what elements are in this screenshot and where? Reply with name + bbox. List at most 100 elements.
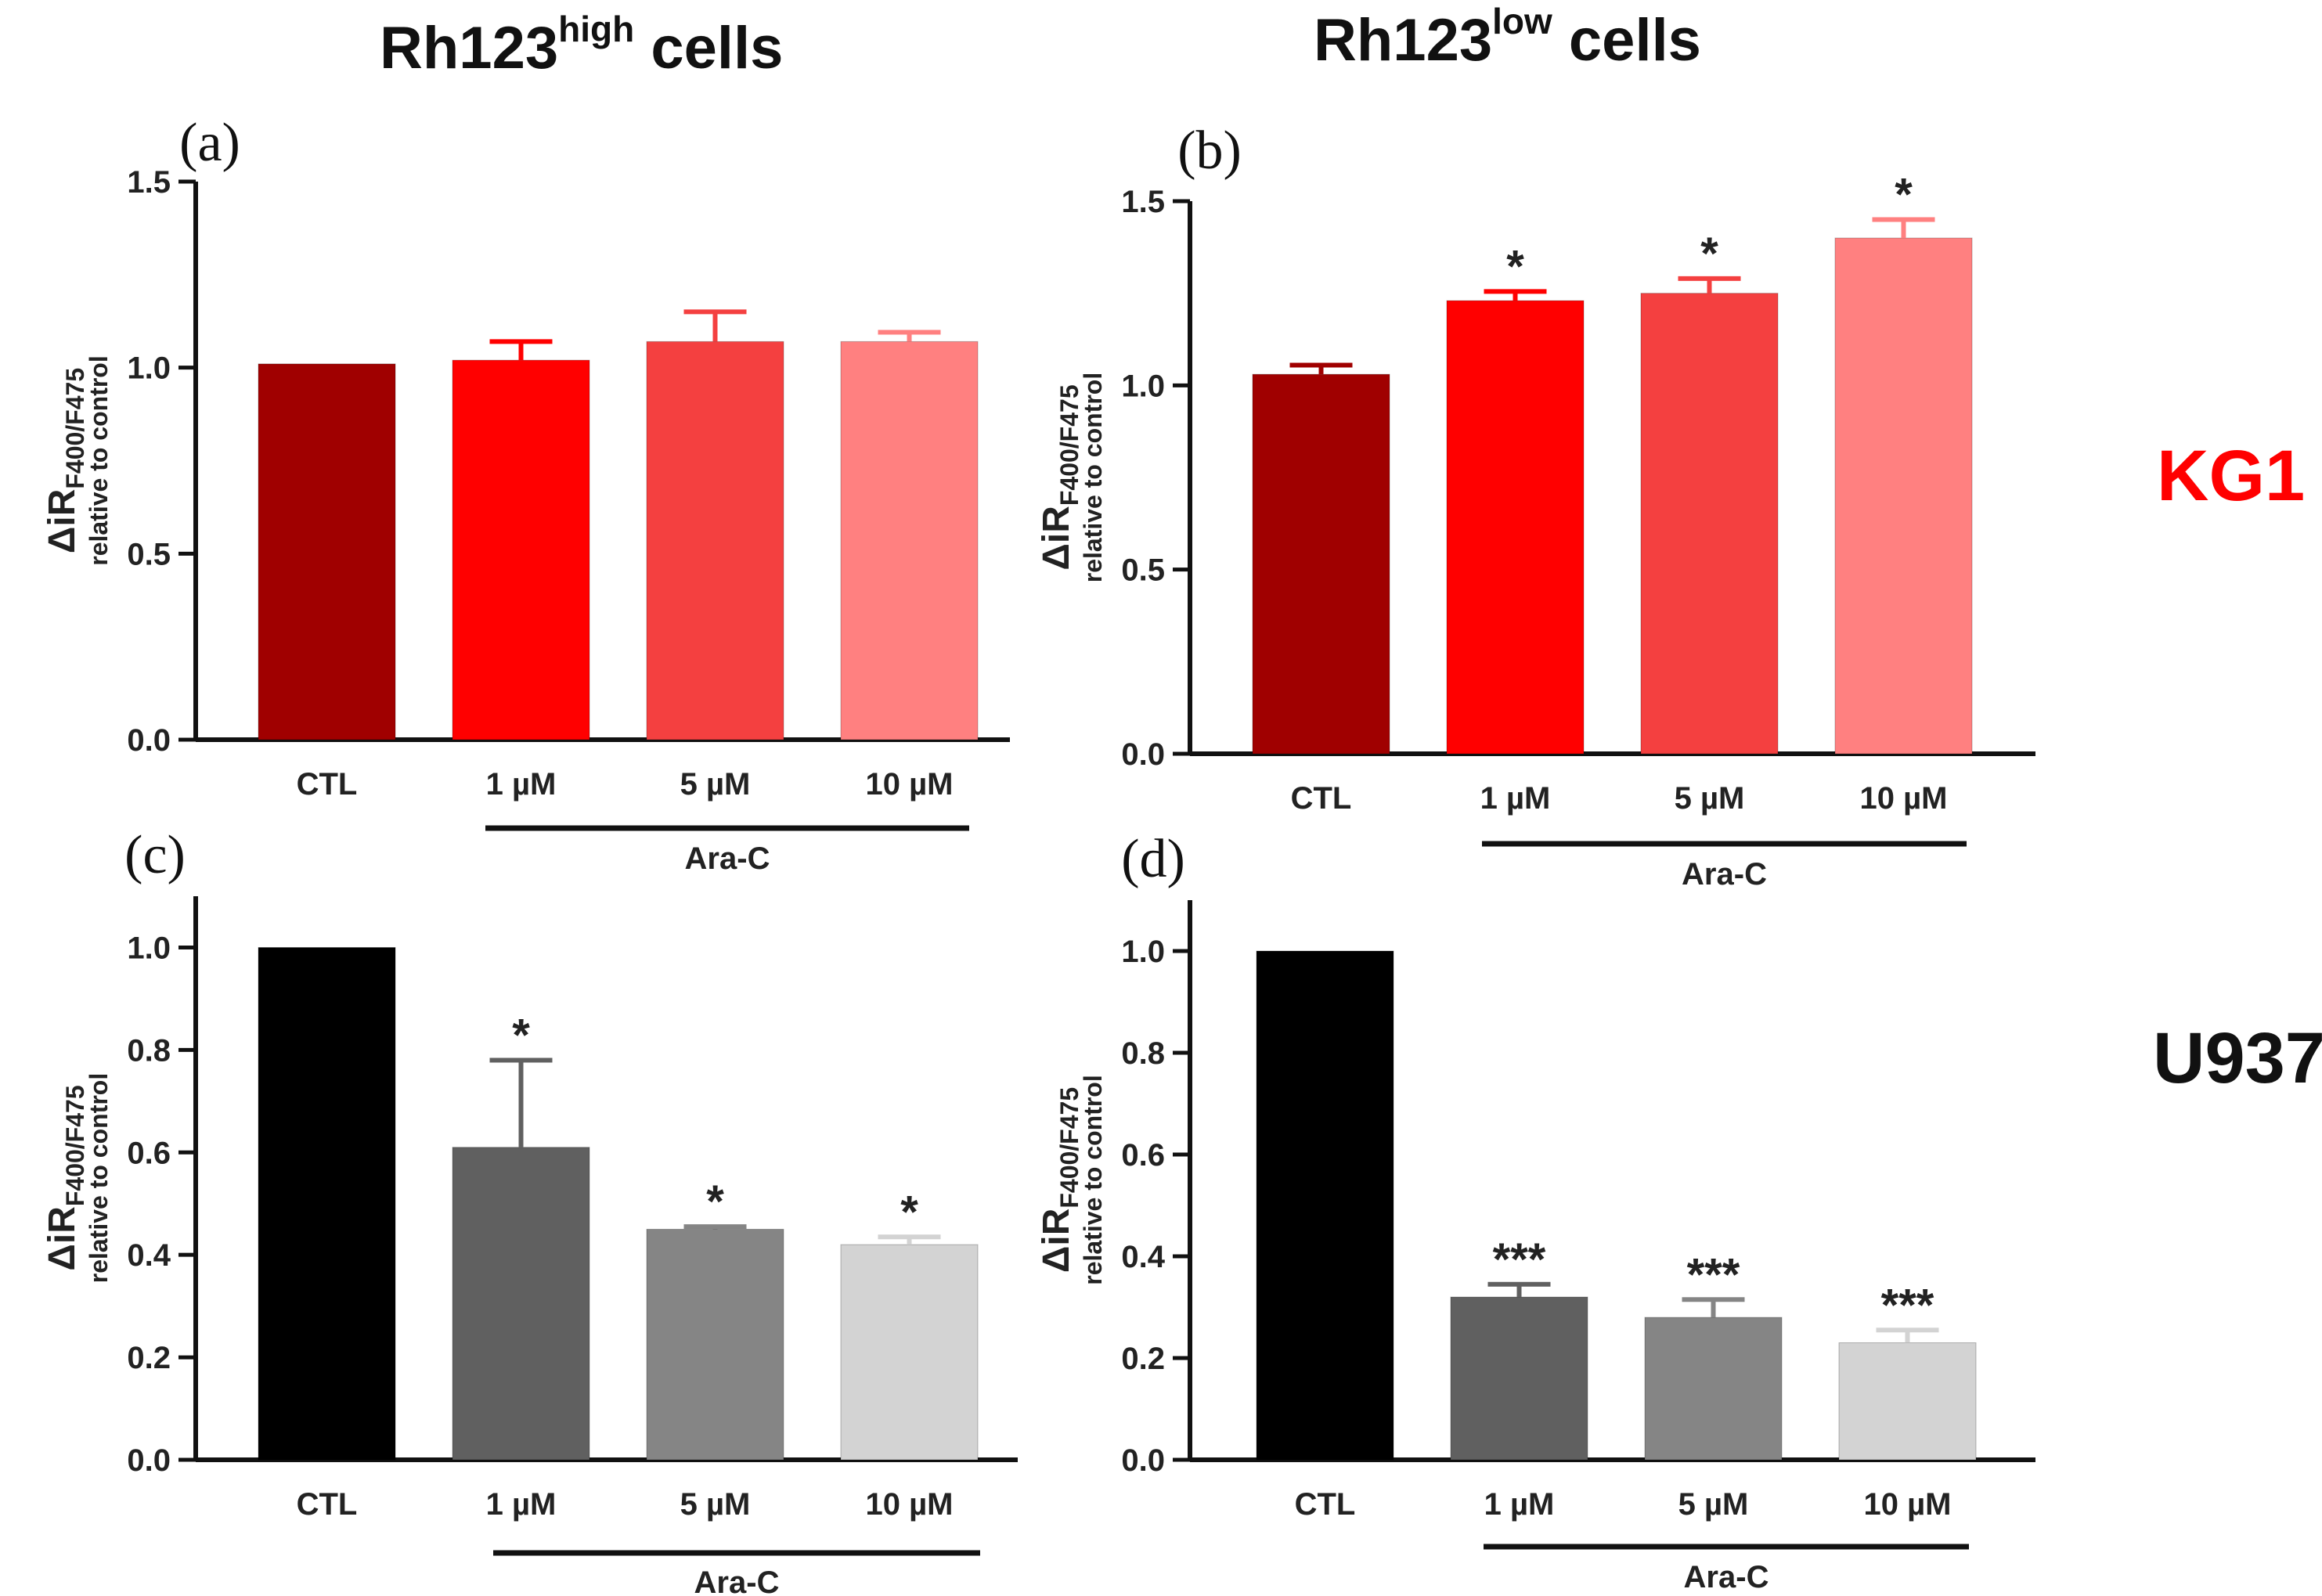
- column-title-low-rest: cells: [1552, 7, 1701, 74]
- y-tick-label: 0.2: [1121, 1342, 1165, 1376]
- y-axis-label-main: ΔiR: [1036, 506, 1077, 571]
- y-tick-label: 0.5: [127, 537, 171, 571]
- bar: [452, 1147, 590, 1461]
- bar: [452, 359, 590, 740]
- y-axis-label-main: ΔiR: [41, 489, 83, 554]
- bar: [1252, 373, 1390, 755]
- group-label: Ara-C: [1682, 857, 1767, 892]
- category-label: 10 µM: [1860, 781, 1948, 816]
- bar: [646, 340, 784, 740]
- category-label: 1 µM: [486, 767, 557, 802]
- significance-label: *: [512, 1010, 530, 1061]
- y-tick-label: 0.5: [1121, 553, 1165, 588]
- y-axis-label-line2: relative to control: [85, 1073, 113, 1284]
- y-tick-label: 0.8: [1121, 1036, 1165, 1071]
- column-title-low: Rh123low cells: [1314, 1, 1701, 74]
- bar: [840, 340, 979, 740]
- significance-label: ***: [1493, 1234, 1546, 1285]
- y-axis-label-subscript: F400/F475: [1055, 1087, 1083, 1209]
- significance-label: *: [1506, 241, 1524, 292]
- bar: [1644, 1317, 1783, 1461]
- y-axis-label-line2: relative to control: [1079, 373, 1107, 583]
- column-title-high-rest: cells: [634, 15, 784, 81]
- y-tick-label: 0.0: [127, 1443, 171, 1478]
- y-axis-label-main: ΔiR: [41, 1206, 83, 1271]
- significance-label: *: [1895, 170, 1913, 221]
- column-title-low-sup: low: [1492, 1, 1552, 41]
- y-axis-label: ΔiRF400/F475: [1036, 1087, 1083, 1273]
- bar: [258, 363, 396, 740]
- category-label: 10 µM: [866, 1487, 954, 1522]
- category-label: 1 µM: [1480, 781, 1551, 816]
- panel-letter: (c): [124, 825, 186, 885]
- chart-panel-3: (c) 0.0 0.2 0.4 0.6 0.8 1.0 CTL * 1 µM * 5 µM * 10 µM…: [41, 825, 1018, 1596]
- y-axis-label-subscript: F400/F475: [61, 368, 89, 489]
- y-tick-label: 1.5: [127, 165, 171, 200]
- bar: [1446, 300, 1585, 755]
- bar: [258, 946, 396, 1461]
- row-label-kg1: KG1: [2157, 436, 2306, 516]
- y-tick-label: 0.2: [127, 1341, 171, 1375]
- group-label: Ara-C: [685, 841, 770, 876]
- chart-panel-4: (d) 0.0 0.2 0.4 0.6 0.8 1.0 CTL *** 1 µM *** 5 µM **…: [1036, 829, 2035, 1594]
- category-label: 5 µM: [1675, 781, 1745, 816]
- significance-label: *: [1700, 229, 1718, 279]
- bar: [840, 1244, 979, 1461]
- y-tick-label: 0.4: [1121, 1240, 1165, 1274]
- y-axis-label-line2: relative to control: [1079, 1075, 1107, 1285]
- y-tick-label: 1.5: [1121, 185, 1165, 219]
- y-tick-label: 0.0: [1121, 1443, 1165, 1478]
- y-tick-label: 0.6: [1121, 1138, 1165, 1173]
- significance-label: *: [900, 1187, 918, 1238]
- category-label: 5 µM: [1678, 1487, 1749, 1522]
- bar: [646, 1228, 784, 1461]
- category-label: 1 µM: [1484, 1487, 1555, 1522]
- column-title-high-sup: high: [558, 9, 635, 49]
- y-tick-label: 1.0: [127, 931, 171, 965]
- row-label-u937: U937: [2153, 1018, 2322, 1098]
- bar: [1450, 1296, 1588, 1461]
- y-tick-label: 0.0: [1121, 737, 1165, 772]
- bar: [1256, 950, 1394, 1461]
- bar: [1838, 1342, 1977, 1461]
- panel-letter: (b): [1177, 121, 1242, 181]
- y-tick-label: 1.0: [127, 351, 171, 386]
- category-label: 5 µM: [680, 1487, 751, 1522]
- category-label: 10 µM: [1864, 1487, 1952, 1522]
- bar: [1834, 237, 1973, 755]
- significance-label: *: [706, 1176, 724, 1227]
- y-tick-label: 0.0: [127, 723, 171, 758]
- y-axis-label: ΔiRF400/F475: [1036, 384, 1083, 570]
- y-axis-label-subscript: F400/F475: [1055, 384, 1083, 506]
- y-tick-label: 1.0: [1121, 369, 1165, 403]
- category-label: CTL: [297, 767, 358, 802]
- significance-label: ***: [1881, 1280, 1934, 1331]
- y-axis-label-main: ΔiR: [1036, 1209, 1077, 1274]
- column-title-low-main: Rh123: [1314, 7, 1493, 74]
- category-label: 10 µM: [866, 767, 954, 802]
- y-axis-label-line2: relative to control: [85, 355, 113, 566]
- significance-label: ***: [1687, 1249, 1740, 1300]
- y-tick-label: 0.4: [127, 1238, 171, 1273]
- category-label: 5 µM: [680, 767, 751, 802]
- y-axis-label: ΔiRF400/F475: [41, 368, 89, 553]
- column-title-high-main: Rh123: [380, 15, 559, 81]
- panel-letter: (d): [1121, 829, 1185, 889]
- category-label: 1 µM: [486, 1487, 557, 1522]
- column-title-high: Rh123high cells: [380, 9, 784, 82]
- bar: [1640, 293, 1779, 755]
- y-axis-label-subscript: F400/F475: [61, 1085, 89, 1206]
- y-tick-label: 0.8: [127, 1033, 171, 1068]
- y-axis-label: ΔiRF400/F475: [41, 1085, 89, 1270]
- y-tick-label: 1.0: [1121, 935, 1165, 969]
- category-label: CTL: [1295, 1487, 1356, 1522]
- group-label: Ara-C: [694, 1565, 780, 1596]
- chart-panel-2: (b) 0.0 0.5 1.0 1.5 CTL * 1 µM * 5 µM * 10 µM Ara-C Δ…: [1036, 121, 2035, 892]
- chart-panel-1: (a) 0.0 0.5 1.0 1.5 CTL 1 µM 5 µM 10 µM Ara-C ΔiRF…: [41, 113, 1010, 876]
- group-label: Ara-C: [1684, 1560, 1769, 1594]
- panel-letter: (a): [179, 113, 240, 173]
- category-label: CTL: [297, 1487, 358, 1522]
- category-label: CTL: [1291, 781, 1352, 816]
- y-tick-label: 0.6: [127, 1136, 171, 1170]
